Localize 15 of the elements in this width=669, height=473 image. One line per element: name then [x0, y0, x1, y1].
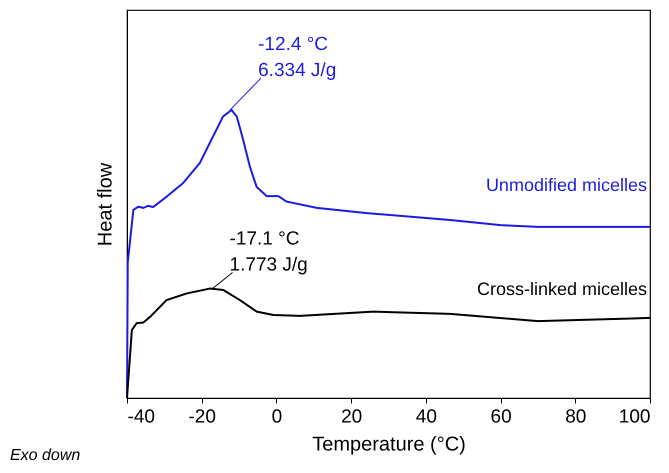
annotation: -12.4 °C 6.334 J/g — [258, 34, 336, 81]
x-tick-label: 100 — [618, 406, 650, 428]
x-tick-label: -40 — [128, 406, 155, 428]
annotation: -17.1 °C 1.773 J/g — [230, 228, 308, 276]
x-axis-title: Temperature (°C) — [312, 434, 466, 456]
text: Exo down — [10, 447, 80, 464]
x-tick-label: 80 — [565, 406, 586, 428]
x-tick-label: 60 — [490, 406, 512, 428]
series-label: Unmodified micelles — [486, 174, 647, 195]
x-tick-label: 0 — [272, 406, 282, 428]
series-label: Cross-linked micelles — [476, 278, 647, 299]
y-axis-title: Heat flow — [94, 162, 116, 246]
x-tick-label: 40 — [416, 406, 437, 428]
x-tick-label: -20 — [188, 406, 216, 428]
x-tick-label: 20 — [341, 406, 362, 428]
